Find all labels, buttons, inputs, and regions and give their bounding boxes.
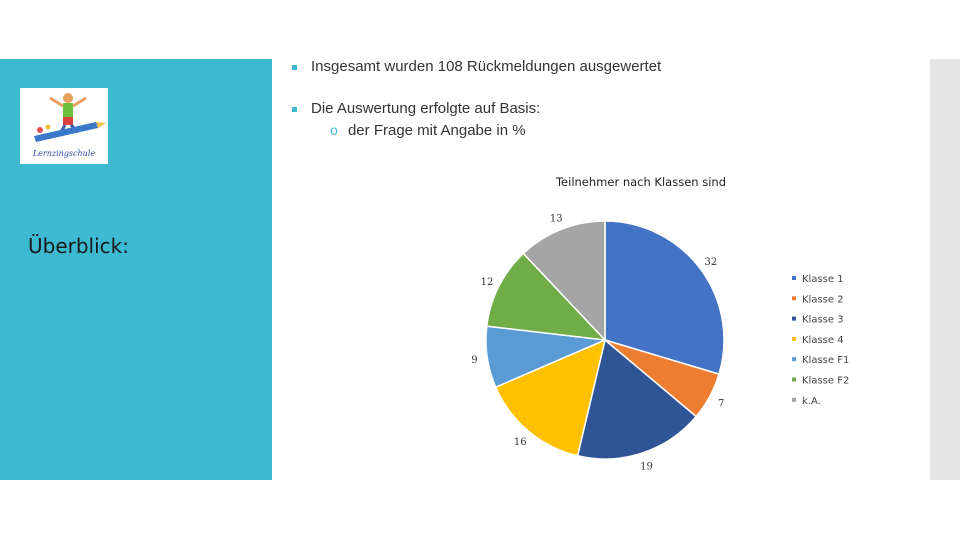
side-heading: Überblick: [28,234,129,258]
legend-swatch [792,296,796,301]
legend-swatch [792,377,796,382]
svg-text:Lernzingschule: Lernzingschule [32,149,96,158]
legend-label: Klasse 4 [802,335,844,346]
bullet-square-icon [292,64,297,70]
data-label: 13 [550,213,563,224]
legend-swatch [792,336,796,341]
data-label: 19 [640,461,653,472]
bullet-item-1: Insgesamt wurden 108 Rückmeldungen ausge… [292,58,661,75]
data-label: 9 [471,355,477,366]
sub-bullet-item: o der Frage mit Angabe in % [330,122,526,139]
legend-swatch [792,316,796,321]
pie-slice-k-a- [522,220,606,342]
bullet-square-icon [292,106,297,112]
legend-swatch [792,397,796,402]
pie-slice-klasse-3 [576,338,698,460]
pie-slice-klasse-4 [494,338,607,457]
legend-label: Klasse 1 [802,274,844,285]
right-gray-strip [930,59,960,480]
bullet-text-2: Die Auswertung erfolgte auf Basis: [311,100,541,117]
legend-label: Klasse 3 [802,315,844,326]
legend-swatch [792,276,796,280]
sub-bullet-circle-icon: o [330,122,338,138]
school-logo-image: Lernzingschule [20,88,108,164]
legend-swatch [792,357,796,362]
legend-label: k.A. [802,396,821,407]
pie-slice-klasse-f2 [485,252,607,341]
chart-title: Teilnehmer nach Klassen sind [555,175,726,189]
data-label: 7 [718,399,724,410]
pie-chart: Teilnehmer nach Klassen sind 32 7 19 16 9 12 1… [471,175,849,472]
pie-slices [485,220,725,460]
sub-bullet-text: der Frage mit Angabe in % [347,122,526,139]
legend-label: Klasse F2 [802,376,849,387]
school-logo: Lernzingschule [20,88,108,164]
data-label: 16 [514,437,527,448]
data-label: 12 [481,277,494,288]
bullet-item-2: Die Auswertung erfolgte auf Basis: [292,100,540,117]
pie-slice-klasse-1 [604,220,725,376]
data-label: 32 [705,257,718,268]
chart-legend: Klasse 1 Klasse 2 Klasse 3 Klasse 4 Klasse F… [792,274,849,407]
bullet-text-1: Insgesamt wurden 108 Rückmeldungen ausge… [311,58,662,75]
legend-label: Klasse 2 [802,294,844,305]
legend-label: Klasse F1 [802,355,849,366]
pie-labels: 32 7 19 16 9 12 13 [471,213,724,472]
